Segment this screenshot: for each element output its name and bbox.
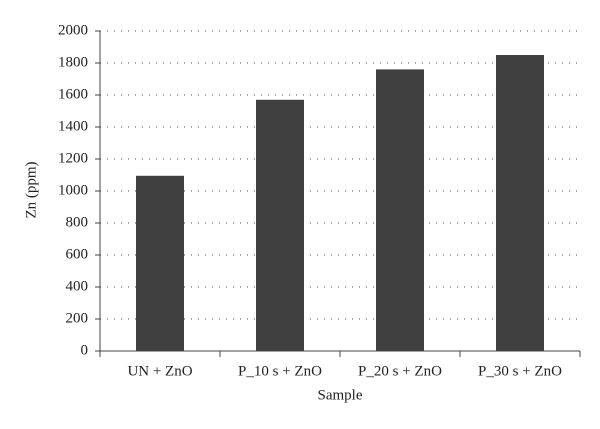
y-tick-label: 1200 (58, 150, 88, 166)
y-tick-label: 0 (81, 342, 89, 358)
x-axis-label: Sample (318, 387, 363, 403)
y-tick-label: 200 (66, 310, 89, 326)
y-tick-label: 400 (66, 278, 89, 294)
y-tick-label: 1800 (58, 54, 88, 70)
bar (376, 69, 424, 352)
x-tick-label: P_30 s + ZnO (478, 363, 562, 379)
y-axis-label: Zn (ppm) (23, 161, 39, 218)
bar (256, 99, 304, 351)
bar (136, 175, 184, 351)
y-tick-label: 800 (66, 214, 89, 230)
bar (496, 55, 544, 351)
y-tick-label: 1000 (58, 182, 88, 198)
y-tick-label: 600 (66, 246, 89, 262)
x-tick-label: P_10 s + ZnO (238, 363, 322, 379)
y-tick-label: 2000 (58, 22, 88, 38)
x-tick-label: UN + ZnO (127, 363, 192, 379)
y-tick-label: 1400 (58, 118, 88, 134)
x-tick-label: P_20 s + ZnO (358, 363, 442, 379)
y-tick-label: 1600 (58, 86, 88, 102)
